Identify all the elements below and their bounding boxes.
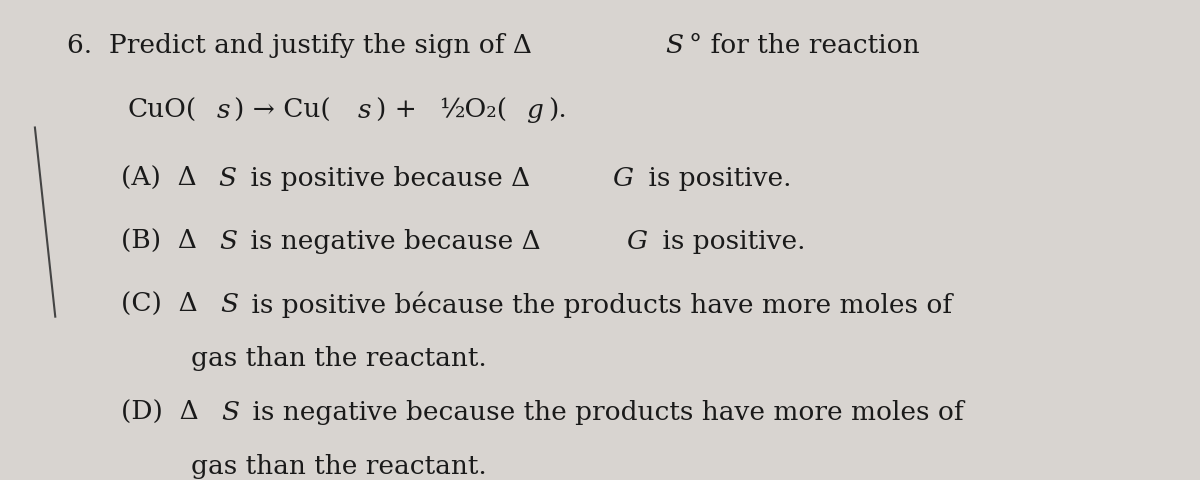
- Text: is negative because the products have more moles of: is negative because the products have mo…: [245, 400, 964, 425]
- Text: ) +: ) +: [376, 98, 425, 123]
- Text: ° for the reaction: ° for the reaction: [689, 33, 919, 58]
- Text: is positive.: is positive.: [654, 229, 805, 254]
- Text: S: S: [221, 400, 239, 425]
- Text: S: S: [218, 229, 236, 254]
- Text: (A)  Δ: (A) Δ: [121, 166, 197, 191]
- Text: is negative because Δ: is negative because Δ: [242, 229, 541, 254]
- Text: S: S: [666, 33, 684, 58]
- Text: G: G: [626, 229, 648, 254]
- Text: gas than the reactant.: gas than the reactant.: [191, 346, 486, 371]
- Text: ).: ).: [548, 98, 566, 123]
- Text: ) → Cu(: ) → Cu(: [234, 98, 330, 123]
- Text: (B)  Δ: (B) Δ: [121, 229, 197, 254]
- Text: S: S: [220, 292, 238, 317]
- Text: s: s: [216, 98, 229, 123]
- Text: G: G: [613, 166, 634, 191]
- Text: s: s: [358, 98, 372, 123]
- Text: g: g: [527, 98, 544, 123]
- Text: is positive because Δ: is positive because Δ: [241, 166, 530, 191]
- Text: gas than the reactant.: gas than the reactant.: [191, 454, 486, 479]
- Text: (C)  Δ: (C) Δ: [121, 292, 198, 317]
- Text: ½O₂(: ½O₂(: [439, 98, 506, 123]
- Text: S: S: [218, 166, 236, 191]
- Text: is positive bécause the products have more moles of: is positive bécause the products have mo…: [244, 292, 953, 318]
- Text: CuO(: CuO(: [127, 98, 197, 123]
- Text: (D)  Δ: (D) Δ: [121, 400, 199, 425]
- Text: is positive.: is positive.: [640, 166, 792, 191]
- Text: 6.  Predict and justify the sign of Δ: 6. Predict and justify the sign of Δ: [67, 33, 532, 58]
